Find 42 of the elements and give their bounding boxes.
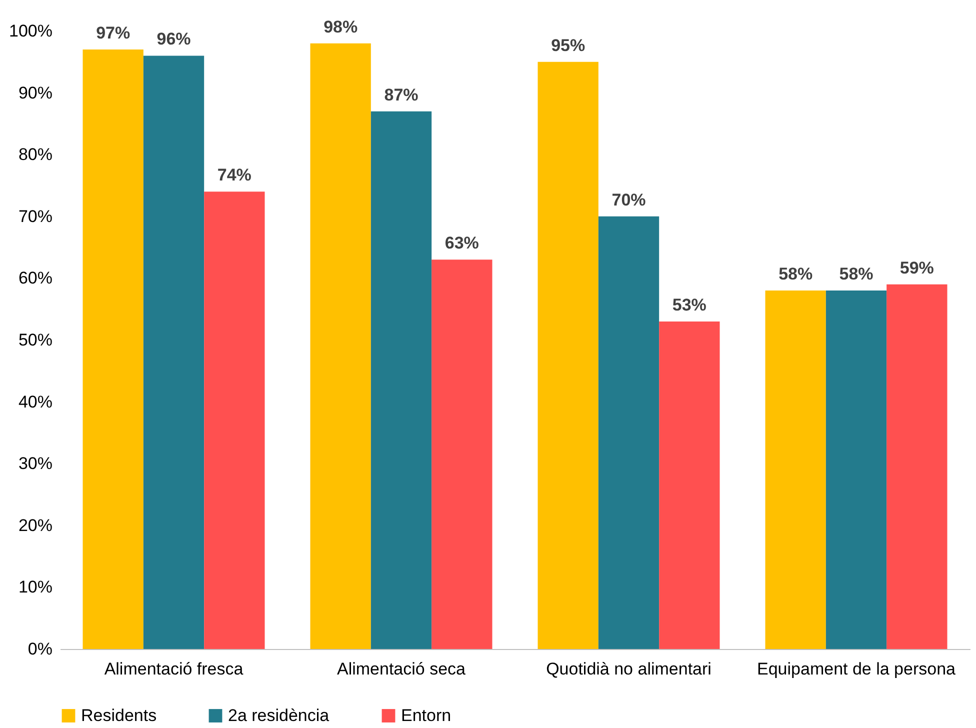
data-label: 63% (444, 234, 479, 253)
bar (886, 284, 948, 649)
legend-label: Entorn (401, 706, 452, 725)
bar (432, 260, 492, 649)
legend-label: 2a residència (228, 706, 330, 725)
bar (538, 62, 598, 649)
bar (310, 43, 371, 649)
data-label: 98% (324, 17, 358, 36)
x-tick-label: Alimentació fresca (104, 660, 244, 678)
data-label: 96% (156, 30, 191, 49)
y-tick-label: 50% (18, 330, 52, 350)
data-label: 74% (217, 166, 252, 185)
bar (82, 50, 144, 649)
bar (204, 192, 265, 649)
bar (143, 56, 204, 649)
data-label: 95% (551, 36, 586, 55)
data-label: 58% (839, 264, 874, 284)
data-label: 70% (612, 190, 646, 210)
x-tick-label: Quotidià no alimentari (546, 660, 712, 678)
data-label: 58% (778, 264, 813, 284)
bar (659, 321, 720, 649)
data-label: 87% (384, 85, 418, 104)
y-tick-label: 20% (18, 516, 52, 535)
data-label: 53% (672, 295, 706, 314)
y-tick-label: 70% (18, 206, 52, 226)
x-tick-label: Alimentació seca (336, 660, 466, 678)
bar (370, 111, 432, 649)
y-tick-label: 100% (9, 22, 52, 40)
y-tick-label: 10% (18, 578, 52, 597)
data-label: 97% (96, 24, 130, 43)
y-tick-label: 80% (18, 145, 52, 164)
bar (765, 290, 826, 649)
y-tick-label: 0% (28, 640, 52, 658)
legend-label: Residents (81, 706, 157, 725)
bar (598, 216, 660, 649)
x-tick-label: Equipament de la persona (757, 660, 956, 678)
bar (826, 290, 887, 649)
y-tick-label: 30% (18, 454, 52, 474)
y-tick-label: 60% (18, 268, 52, 288)
y-tick-label: 40% (18, 392, 52, 412)
data-label: 59% (900, 258, 934, 278)
y-tick-label: 90% (18, 83, 52, 102)
